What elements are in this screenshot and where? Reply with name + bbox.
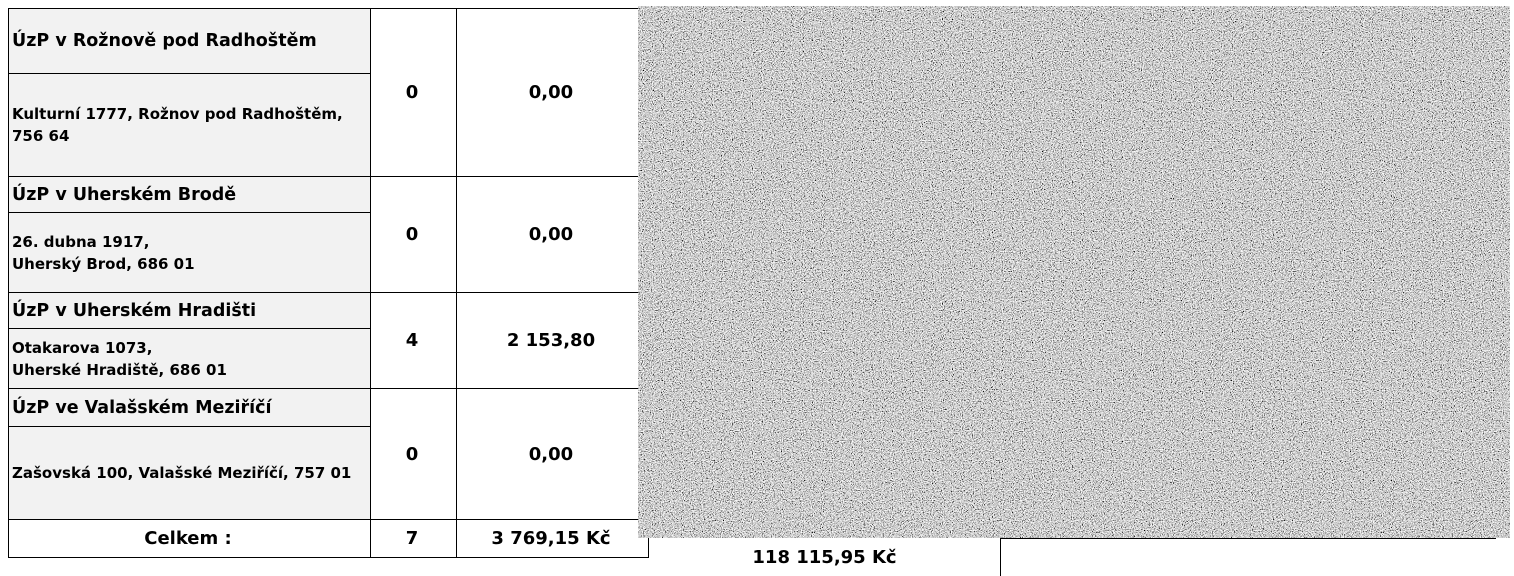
- office-name: ÚzP v Uherském Brodě: [8, 176, 371, 213]
- address-line: Zašovská 100, Valašské Meziříčí, 757 01: [12, 464, 352, 482]
- office-count: 0: [370, 388, 457, 520]
- office-amount: 2 153,80: [456, 292, 649, 389]
- address-line: Otakarova 1073,: [12, 338, 153, 357]
- table-row: ÚzP v Uherském Hradišti 4 2 153,80: [8, 292, 649, 389]
- totals-label: Celkem :: [8, 519, 371, 558]
- office-address: Zašovská 100, Valašské Meziříčí, 757 01: [8, 426, 371, 520]
- office-name: ÚzP v Rožnově pod Radhoštěm: [8, 8, 371, 74]
- table-row: ÚzP ve Valašském Meziříčí 0 0,00: [8, 388, 649, 520]
- table-row: 26. dubna 1917, Uherský Brod, 686 01: [8, 212, 649, 293]
- office-address: Otakarova 1073, Uherské Hradiště, 686 01: [8, 328, 371, 389]
- totals-count: 7: [370, 519, 457, 558]
- address-line: Kulturní 1777, Rožnov pod Radhoštěm, 756…: [12, 105, 343, 145]
- divider: [1000, 538, 1496, 539]
- table-row: Otakarova 1073, Uherské Hradiště, 686 01: [8, 328, 649, 389]
- office-amount: 0,00: [456, 388, 649, 520]
- table-row: Zašovská 100, Valašské Meziříčí, 757 01: [8, 426, 649, 520]
- table-row: Kulturní 1777, Rožnov pod Radhoštěm, 756…: [8, 73, 649, 177]
- table-row: ÚzP v Rožnově pod Radhoštěm 0 0,00: [8, 8, 649, 177]
- office-amount: 0,00: [456, 176, 649, 293]
- office-address: 26. dubna 1917, Uherský Brod, 686 01: [8, 212, 371, 293]
- table-row: ÚzP v Uherském Brodě 0 0,00: [8, 176, 649, 293]
- totals-row: Celkem : 7 3 769,15 Kč: [8, 519, 649, 558]
- office-count: 4: [370, 292, 457, 389]
- address-line: Uherský Brod, 686 01: [12, 254, 195, 273]
- office-name: ÚzP ve Valašském Meziříčí: [8, 388, 371, 427]
- grand-total-amount: 118 115,95 Kč: [649, 538, 1001, 576]
- address-line: 26. dubna 1917,: [12, 232, 150, 251]
- office-amount: 0,00: [456, 8, 649, 177]
- office-address: Kulturní 1777, Rožnov pod Radhoštěm, 756…: [8, 73, 371, 177]
- totals-amount: 3 769,15 Kč: [456, 519, 649, 558]
- office-name: ÚzP v Uherském Hradišti: [8, 292, 371, 329]
- office-count: 0: [370, 8, 457, 177]
- redaction-noise-area: [638, 6, 1510, 538]
- tax-office-table: ÚzP v Rožnově pod Radhoštěm 0 0,00 Kultu…: [8, 8, 649, 558]
- address-line: Uherské Hradiště, 686 01: [12, 360, 227, 379]
- office-count: 0: [370, 176, 457, 293]
